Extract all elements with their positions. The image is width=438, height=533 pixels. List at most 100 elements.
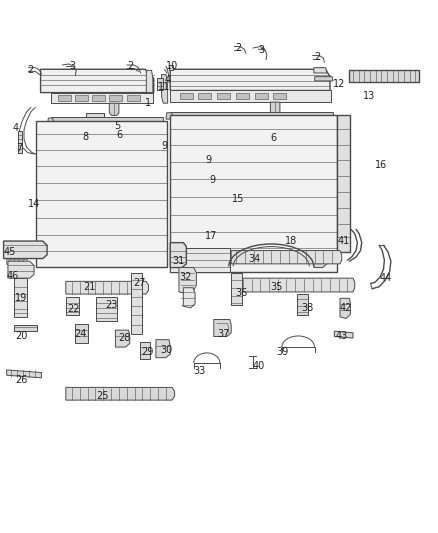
Text: 34: 34 [249,254,261,263]
Polygon shape [270,102,280,114]
Polygon shape [19,259,22,264]
Text: 33: 33 [194,367,206,376]
Polygon shape [334,331,353,338]
Text: 42: 42 [340,303,352,313]
Polygon shape [170,91,331,102]
Text: 3: 3 [69,61,75,71]
Text: 31: 31 [172,256,184,266]
Polygon shape [337,115,350,252]
Text: 45: 45 [4,247,16,257]
Text: 41: 41 [337,236,350,246]
Text: 19: 19 [15,293,28,303]
Polygon shape [179,268,196,294]
Polygon shape [231,273,242,305]
Polygon shape [217,93,230,100]
Text: 35: 35 [270,281,283,292]
Polygon shape [86,113,104,117]
Polygon shape [314,68,327,73]
Text: 12: 12 [333,78,346,88]
Polygon shape [146,70,153,93]
Polygon shape [96,297,117,320]
Polygon shape [7,370,42,378]
Polygon shape [66,281,148,294]
Polygon shape [92,95,105,101]
Text: 29: 29 [141,348,154,358]
Polygon shape [36,120,167,266]
Polygon shape [6,259,9,264]
Polygon shape [74,95,88,101]
Text: 8: 8 [82,132,88,142]
Text: 4: 4 [12,123,18,133]
Text: 4: 4 [165,75,171,85]
Polygon shape [214,319,231,336]
Text: 6: 6 [117,130,123,140]
Text: 21: 21 [83,281,95,292]
Text: 39: 39 [276,348,289,358]
Text: 25: 25 [96,391,109,401]
Polygon shape [140,342,150,359]
Text: 16: 16 [375,160,387,169]
Polygon shape [170,69,330,91]
Text: 2: 2 [28,66,34,75]
Text: 3: 3 [258,45,264,55]
Polygon shape [8,261,34,278]
Polygon shape [14,325,37,331]
Polygon shape [236,93,249,100]
Polygon shape [58,95,71,101]
Polygon shape [254,93,268,100]
Text: 27: 27 [133,278,145,288]
Polygon shape [166,113,173,119]
Polygon shape [51,117,163,120]
Text: 9: 9 [205,156,211,165]
Text: 40: 40 [253,361,265,371]
Polygon shape [180,93,193,100]
Text: 43: 43 [336,332,348,342]
Text: 9: 9 [209,175,215,185]
Polygon shape [66,387,175,400]
Text: 7: 7 [17,143,23,154]
Text: 13: 13 [363,91,375,101]
Polygon shape [231,251,342,264]
Text: 32: 32 [179,272,191,282]
Text: 22: 22 [67,304,80,314]
Text: 46: 46 [7,271,19,281]
Polygon shape [41,69,154,93]
Polygon shape [315,77,333,81]
Text: 2: 2 [315,52,321,62]
Text: 18: 18 [285,236,297,246]
Text: 26: 26 [15,375,28,385]
Polygon shape [127,95,140,101]
Polygon shape [110,103,119,115]
Polygon shape [184,288,195,308]
Polygon shape [10,259,14,264]
Text: 37: 37 [217,329,229,340]
Polygon shape [314,252,327,268]
Text: 9: 9 [162,141,168,151]
Polygon shape [162,75,168,103]
Text: 36: 36 [236,288,248,298]
Polygon shape [4,241,47,259]
Text: 14: 14 [28,199,40,209]
Polygon shape [273,93,286,100]
Polygon shape [297,294,308,316]
Text: 23: 23 [105,300,117,310]
Polygon shape [110,95,122,101]
Polygon shape [169,65,173,70]
Text: 5: 5 [115,121,121,131]
Polygon shape [237,278,355,292]
Text: 15: 15 [232,193,244,204]
Text: 2: 2 [127,61,134,71]
Polygon shape [47,118,53,126]
Text: 28: 28 [118,333,131,343]
Text: 44: 44 [379,273,392,283]
Polygon shape [170,248,230,272]
Polygon shape [349,70,419,82]
Text: 38: 38 [301,303,313,313]
Polygon shape [51,93,153,103]
Polygon shape [14,278,27,317]
Text: 10: 10 [166,61,178,71]
Text: 20: 20 [15,332,28,342]
Polygon shape [66,297,79,316]
Polygon shape [198,93,211,100]
Polygon shape [75,324,88,343]
